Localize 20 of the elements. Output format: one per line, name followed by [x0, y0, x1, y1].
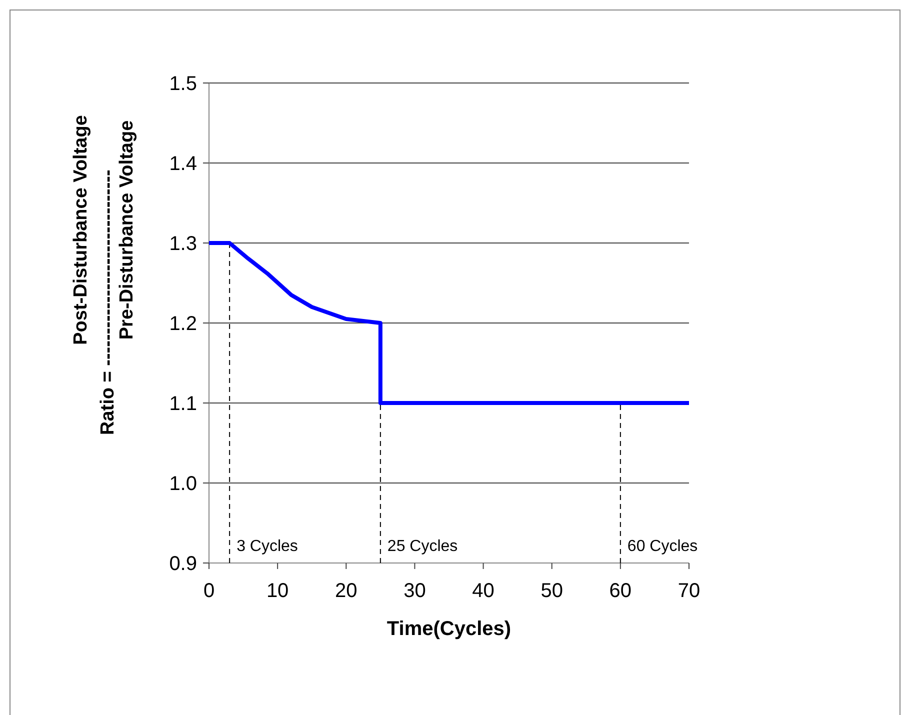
x-tick-label: 0 [203, 580, 215, 602]
ref-line-label: 3 Cycles [236, 538, 298, 555]
ref-line-label: 60 Cycles [627, 538, 698, 555]
x-tick-label: 10 [266, 580, 289, 602]
y-tick-label: 1.4 [169, 153, 197, 175]
ref-line-label: 25 Cycles [387, 538, 458, 555]
y-axis-title: Post-Disturbance Voltage Ratio = ------------------------------- Pre-Disturbance Voltage [70, 115, 138, 435]
y-tick-label: 1.2 [169, 313, 197, 335]
x-tick-label: 60 [609, 580, 632, 602]
x-tick-label: 50 [540, 580, 563, 602]
y-tick-label: 1.1 [169, 393, 197, 415]
y-tick-label: 0.9 [169, 553, 197, 575]
y-tick-label: 1.5 [169, 73, 197, 95]
x-tick-label: 20 [335, 580, 358, 602]
x-tick-label: 70 [678, 580, 700, 602]
x-axis-title: Time(Cycles) [386, 618, 512, 640]
y-tick-label: 1.3 [169, 233, 197, 255]
y-tick-label: 1.0 [169, 473, 197, 495]
x-tick-label: 30 [404, 580, 426, 602]
x-tick-label: 40 [472, 580, 494, 602]
